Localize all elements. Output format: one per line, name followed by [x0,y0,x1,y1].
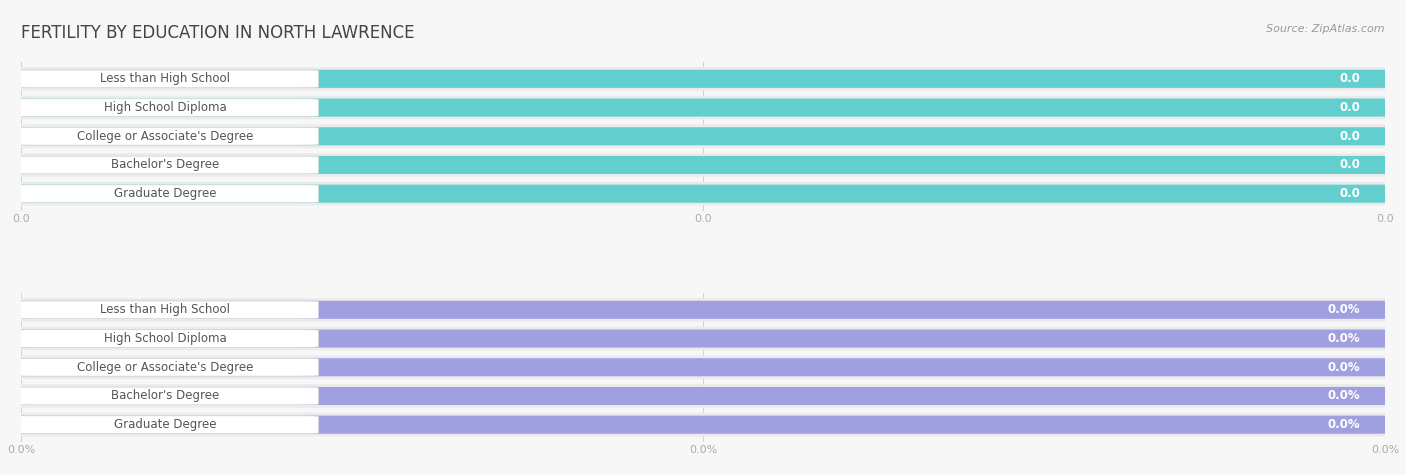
Text: 0.0%: 0.0% [1327,390,1361,402]
Text: 0.0: 0.0 [1340,187,1361,200]
FancyBboxPatch shape [14,413,1392,437]
Text: 0.0: 0.0 [1340,159,1361,171]
FancyBboxPatch shape [14,67,1392,91]
FancyBboxPatch shape [14,153,1392,177]
FancyBboxPatch shape [18,301,1388,319]
FancyBboxPatch shape [14,355,1392,379]
FancyBboxPatch shape [11,99,318,116]
FancyBboxPatch shape [14,384,1392,408]
Text: 0.0: 0.0 [1340,130,1361,143]
Text: 0.0%: 0.0% [1327,304,1361,316]
Text: High School Diploma: High School Diploma [104,332,226,345]
FancyBboxPatch shape [18,98,1388,116]
FancyBboxPatch shape [11,185,318,202]
Text: Bachelor's Degree: Bachelor's Degree [111,390,219,402]
FancyBboxPatch shape [14,96,1392,119]
FancyBboxPatch shape [18,156,1388,174]
Text: Bachelor's Degree: Bachelor's Degree [111,159,219,171]
Text: 0.0: 0.0 [1340,72,1361,86]
Text: High School Diploma: High School Diploma [104,101,226,114]
Text: Less than High School: Less than High School [100,304,231,316]
FancyBboxPatch shape [18,127,1388,145]
FancyBboxPatch shape [14,327,1392,350]
FancyBboxPatch shape [14,182,1392,206]
FancyBboxPatch shape [18,330,1388,348]
FancyBboxPatch shape [18,416,1388,434]
Text: FERTILITY BY EDUCATION IN NORTH LAWRENCE: FERTILITY BY EDUCATION IN NORTH LAWRENCE [21,24,415,42]
FancyBboxPatch shape [11,127,318,145]
FancyBboxPatch shape [11,416,318,433]
Text: College or Associate's Degree: College or Associate's Degree [77,130,253,143]
FancyBboxPatch shape [18,70,1388,88]
FancyBboxPatch shape [11,301,318,319]
Text: Less than High School: Less than High School [100,72,231,86]
FancyBboxPatch shape [11,156,318,174]
FancyBboxPatch shape [11,387,318,405]
FancyBboxPatch shape [18,185,1388,203]
Text: Source: ZipAtlas.com: Source: ZipAtlas.com [1267,24,1385,34]
FancyBboxPatch shape [11,330,318,347]
FancyBboxPatch shape [14,124,1392,148]
FancyBboxPatch shape [11,70,318,87]
Text: 0.0%: 0.0% [1327,361,1361,374]
FancyBboxPatch shape [14,298,1392,322]
FancyBboxPatch shape [18,387,1388,405]
Text: College or Associate's Degree: College or Associate's Degree [77,361,253,374]
Text: Graduate Degree: Graduate Degree [114,187,217,200]
FancyBboxPatch shape [18,358,1388,376]
Text: 0.0%: 0.0% [1327,418,1361,431]
Text: Graduate Degree: Graduate Degree [114,418,217,431]
Text: 0.0%: 0.0% [1327,332,1361,345]
Text: 0.0: 0.0 [1340,101,1361,114]
FancyBboxPatch shape [11,359,318,376]
